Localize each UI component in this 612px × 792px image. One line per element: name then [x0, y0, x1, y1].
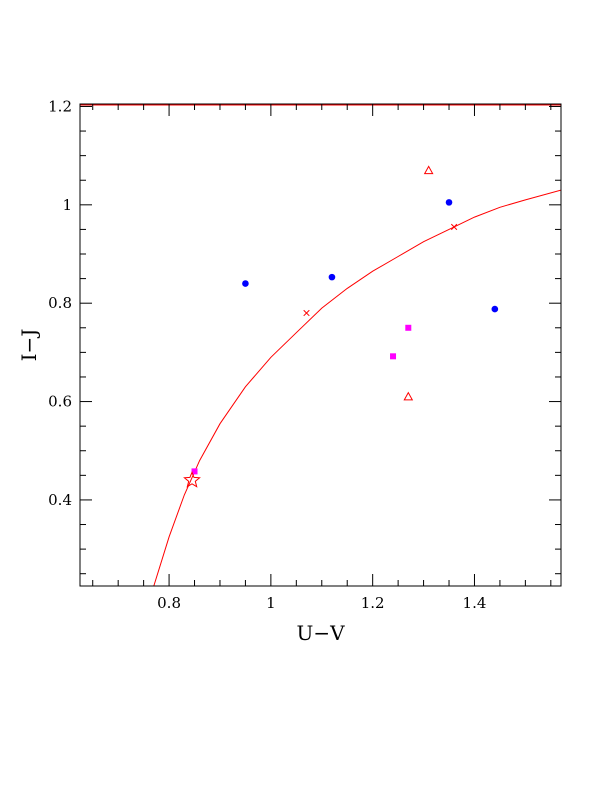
y-tick-label: 0.6	[48, 393, 72, 411]
triangle-point	[423, 165, 434, 175]
circle-point	[491, 305, 499, 313]
circle-point	[445, 199, 453, 206]
plot-frame	[79, 103, 562, 587]
star-point	[183, 470, 201, 488]
cross-point	[303, 309, 310, 317]
triangle-point	[403, 391, 414, 401]
data-points-layer	[183, 165, 499, 488]
y-tick-label: 0.8	[48, 294, 72, 312]
y-tick-label: 0.4	[48, 491, 72, 509]
cross-point	[450, 223, 458, 231]
x-axis-title: U−V	[296, 621, 345, 645]
square-point	[191, 468, 198, 475]
x-tick-label: 1.2	[361, 594, 385, 612]
fit-curve-layer	[80, 104, 561, 586]
fit-curve	[153, 189, 561, 586]
x-tick-label: 1	[266, 594, 276, 612]
tick-labels: 0.8 1 1.2 1.4 0.4 0.6 0.8 1 1.2	[48, 97, 486, 612]
axis-ticks	[80, 104, 561, 586]
y-tick-label: 1	[62, 196, 72, 214]
x-tick-label: 0.8	[157, 594, 181, 612]
circle-point	[242, 280, 249, 287]
square-point	[405, 324, 412, 331]
x-tick-label: 1.4	[463, 594, 487, 612]
square-point	[390, 353, 397, 360]
y-axis-title: I−J	[17, 329, 41, 362]
y-tick-label: 1.2	[48, 97, 72, 115]
plot-border	[79, 103, 562, 587]
circle-point	[328, 273, 336, 281]
